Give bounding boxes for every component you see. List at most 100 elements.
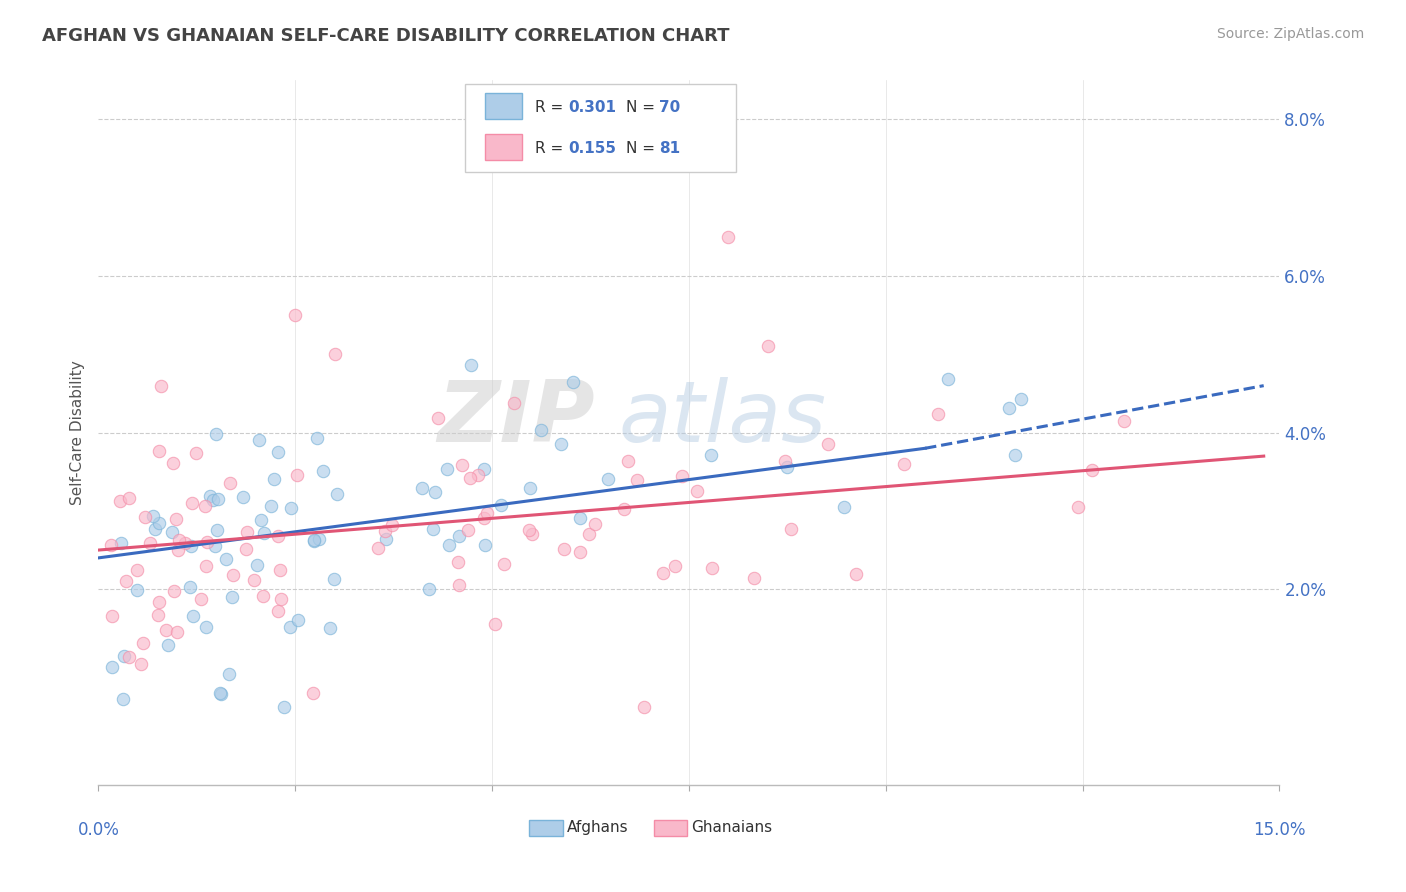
Point bbox=[166, 542, 188, 557]
Point bbox=[583, 516, 606, 531]
Point bbox=[270, 591, 292, 606]
Point bbox=[561, 376, 583, 390]
Point bbox=[115, 574, 138, 588]
Point bbox=[180, 496, 202, 510]
Point bbox=[100, 538, 122, 552]
Point bbox=[235, 542, 257, 557]
Point bbox=[578, 526, 600, 541]
Point bbox=[997, 401, 1019, 416]
Point bbox=[134, 510, 156, 524]
Point bbox=[143, 522, 166, 536]
Text: Afghans: Afghans bbox=[567, 820, 628, 835]
Point bbox=[260, 499, 283, 513]
Point bbox=[633, 699, 655, 714]
Point bbox=[209, 686, 232, 700]
Point bbox=[519, 481, 541, 495]
Point bbox=[219, 475, 242, 490]
Point bbox=[125, 582, 148, 597]
Point bbox=[474, 538, 496, 552]
Point bbox=[204, 540, 226, 554]
Text: 70: 70 bbox=[659, 100, 681, 115]
Point bbox=[197, 535, 219, 549]
Point bbox=[411, 481, 433, 495]
Point bbox=[1081, 463, 1104, 477]
Point bbox=[477, 506, 499, 520]
Point bbox=[195, 620, 218, 634]
Point bbox=[817, 437, 839, 451]
Point bbox=[111, 691, 134, 706]
Point bbox=[165, 512, 187, 526]
Point bbox=[101, 609, 124, 624]
Point bbox=[457, 523, 479, 537]
Point bbox=[190, 592, 212, 607]
Point bbox=[181, 609, 204, 624]
Point bbox=[174, 536, 197, 550]
Point bbox=[717, 230, 740, 244]
Point bbox=[146, 608, 169, 623]
Point bbox=[318, 621, 340, 635]
Point bbox=[155, 623, 177, 637]
Point bbox=[451, 458, 474, 472]
Point bbox=[472, 462, 495, 476]
Point bbox=[423, 485, 446, 500]
Point bbox=[467, 467, 489, 482]
Point bbox=[484, 616, 506, 631]
Point bbox=[652, 566, 675, 580]
Point bbox=[700, 560, 723, 574]
Point bbox=[209, 687, 232, 701]
Point bbox=[167, 533, 190, 547]
Point bbox=[150, 378, 173, 392]
Point bbox=[148, 595, 170, 609]
Point bbox=[273, 699, 295, 714]
Text: atlas: atlas bbox=[619, 377, 827, 460]
Point bbox=[617, 454, 640, 468]
Point bbox=[374, 533, 396, 547]
Point bbox=[269, 564, 291, 578]
Point bbox=[489, 499, 512, 513]
Point bbox=[436, 462, 458, 476]
Point bbox=[568, 544, 591, 558]
Point bbox=[160, 524, 183, 539]
Text: R =: R = bbox=[536, 100, 568, 115]
Point bbox=[267, 529, 290, 543]
Point bbox=[517, 523, 540, 537]
Point bbox=[285, 468, 308, 483]
Point bbox=[305, 431, 328, 445]
Point bbox=[686, 484, 709, 499]
Point bbox=[302, 534, 325, 549]
Point bbox=[205, 426, 228, 441]
Point bbox=[671, 469, 693, 483]
Point bbox=[472, 511, 495, 525]
Text: 0.0%: 0.0% bbox=[77, 821, 120, 839]
Point bbox=[381, 517, 404, 532]
Point bbox=[247, 433, 270, 447]
Point bbox=[664, 559, 686, 574]
Point bbox=[118, 650, 141, 665]
FancyBboxPatch shape bbox=[464, 84, 737, 172]
Point bbox=[700, 448, 723, 462]
Point bbox=[266, 444, 288, 458]
Point bbox=[156, 639, 179, 653]
Point bbox=[927, 407, 949, 421]
Point bbox=[779, 522, 801, 536]
Point bbox=[148, 444, 170, 458]
Point bbox=[218, 666, 240, 681]
Point bbox=[232, 490, 254, 504]
Point bbox=[1004, 448, 1026, 462]
Text: 15.0%: 15.0% bbox=[1253, 821, 1306, 839]
Point bbox=[418, 582, 440, 596]
Point bbox=[1067, 500, 1090, 515]
Point bbox=[280, 500, 302, 515]
Bar bbox=[654, 821, 686, 836]
Point bbox=[1010, 392, 1032, 406]
Point bbox=[246, 558, 269, 573]
Point bbox=[221, 591, 243, 605]
Text: N =: N = bbox=[626, 141, 661, 155]
Point bbox=[243, 573, 266, 587]
Point bbox=[323, 347, 346, 361]
Point bbox=[101, 660, 124, 674]
Point bbox=[284, 308, 307, 322]
Point bbox=[553, 541, 575, 556]
Point bbox=[118, 491, 141, 506]
Point bbox=[447, 529, 470, 543]
